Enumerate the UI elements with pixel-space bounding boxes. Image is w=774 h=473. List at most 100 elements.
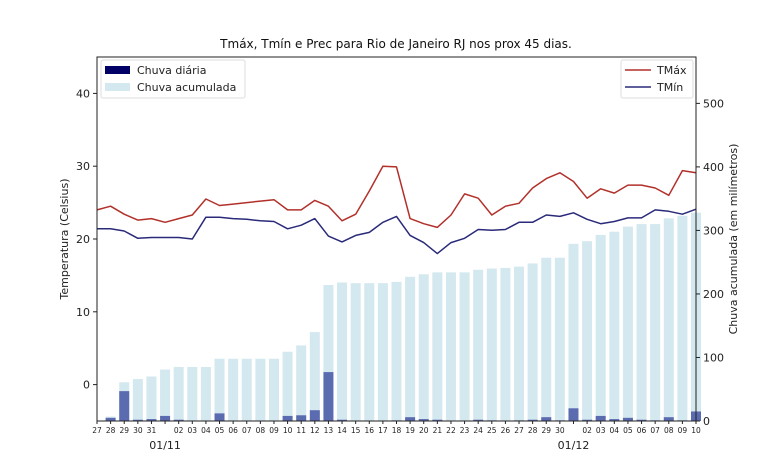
x-tick-label: 21	[433, 426, 443, 435]
daily-rain-bar	[132, 419, 143, 421]
accumulated-rain-bar	[296, 345, 307, 421]
x-tick-label: 03	[188, 426, 198, 435]
month-label: 01/12	[558, 439, 590, 452]
left-y-axis-label: Temperatura (Celsius)	[58, 179, 71, 301]
x-tick-label: 10	[691, 426, 701, 435]
accumulated-rain-bar	[323, 285, 334, 421]
x-tick-label: 25	[487, 426, 497, 435]
accumulated-rain-bar	[160, 369, 171, 421]
daily-rain-bar	[636, 419, 647, 421]
accumulated-rain-bar	[541, 257, 552, 421]
daily-rain-bar	[432, 419, 443, 421]
x-tick-label: 20	[419, 426, 429, 435]
x-tick-label: 17	[378, 426, 388, 435]
right-y-tick-label: 0	[703, 415, 710, 428]
x-tick-label: 02	[174, 426, 184, 435]
x-tick-label: 04	[201, 426, 211, 435]
accumulated-rain-bar	[405, 276, 416, 421]
x-tick-label: 18	[392, 426, 402, 435]
accumulated-rain-bar	[418, 274, 429, 421]
accumulated-rain-bar	[650, 224, 661, 421]
accumulated-rain-bar	[241, 358, 252, 421]
daily-rain-bar	[609, 419, 620, 421]
x-tick-label: 29	[119, 426, 129, 435]
x-tick-label: 30	[555, 426, 565, 435]
daily-rain-bar	[663, 417, 674, 421]
accumulated-rain-bar	[473, 269, 484, 421]
accumulated-rain-bar	[595, 234, 606, 421]
accumulated-rain-bar	[636, 224, 647, 421]
accumulated-rain-bar	[514, 266, 525, 421]
daily-rain-bar	[405, 417, 416, 421]
accumulated-rain-bar	[309, 332, 320, 421]
legend-left: Chuva diária Chuva acumulada	[100, 59, 246, 99]
accumulated-rain-bar	[677, 215, 688, 421]
x-tick-label: 16	[364, 426, 374, 435]
accumulated-rain-bar	[187, 367, 198, 421]
right-y-tick-label: 200	[703, 288, 724, 301]
accumulated-rain-bar	[432, 272, 443, 421]
x-tick-label: 08	[664, 426, 674, 435]
x-tick-label: 06	[637, 426, 647, 435]
accumulated-rain-bar	[609, 231, 620, 421]
x-tick-label: 19	[405, 426, 415, 435]
accumulated-rain-bar	[391, 281, 402, 421]
right-y-tick-label: 100	[703, 351, 724, 364]
x-tick-label: 30	[133, 426, 143, 435]
daily-rain-bar	[541, 417, 552, 421]
accumulated-rain-bar	[228, 358, 239, 421]
daily-rain-bar	[119, 391, 130, 421]
x-tick-label: 28	[106, 426, 116, 435]
legend-swatch-accumulated-rain	[105, 83, 130, 91]
daily-rain-bar	[473, 419, 484, 421]
daily-rain-bar	[622, 417, 633, 421]
left-y-tick-label: 10	[76, 306, 90, 319]
daily-rain-bar	[527, 419, 538, 421]
left-y-tick-label: 40	[76, 87, 90, 100]
right-y-tick-label: 500	[703, 97, 724, 110]
accumulated-rain-bar	[459, 272, 470, 421]
daily-rain-bar	[582, 419, 593, 421]
left-y-tick-label: 20	[76, 233, 90, 246]
daily-rain-bar	[105, 417, 116, 421]
tmin-line	[97, 208, 697, 255]
tmax-line	[96, 165, 697, 229]
right-y-axis-label: Chuva acumulada (em milímetros)	[727, 144, 740, 335]
x-tick-label: 31	[147, 426, 157, 435]
x-tick-label: 23	[460, 426, 470, 435]
legend-right: TMáx TMín	[620, 59, 694, 99]
accumulated-rain-bar	[445, 272, 456, 421]
accumulated-rain-bar	[622, 226, 633, 421]
daily-rain-bar	[568, 408, 579, 421]
daily-rain-bar	[160, 415, 171, 421]
x-tick-label: 05	[623, 426, 633, 435]
x-tick-label: 03	[596, 426, 606, 435]
accumulated-rain-bar	[350, 283, 361, 421]
legend-label-daily-rain: Chuva diária	[137, 64, 206, 77]
accumulated-rain-bar	[486, 268, 497, 421]
month-label: 01/11	[149, 439, 181, 452]
x-tick-label: 06	[228, 426, 238, 435]
x-tick-label: 22	[446, 426, 456, 435]
month-labels: 01/11 01/12	[149, 439, 589, 452]
daily-rain-bar	[418, 419, 429, 421]
left-y-tick-label: 0	[83, 379, 90, 392]
left-y-tick-label: 30	[76, 160, 90, 173]
right-y-tick-label: 300	[703, 224, 724, 237]
x-tick-label: 28	[528, 426, 538, 435]
accumulated-rain-bar	[377, 283, 388, 421]
x-tick-label: 24	[473, 426, 483, 435]
accumulated-rain-bar	[132, 379, 143, 421]
accumulated-rain-bar	[663, 218, 674, 421]
daily-rain-bar	[595, 415, 606, 421]
x-tick-label: 07	[650, 426, 660, 435]
x-tick-label: 02	[582, 426, 592, 435]
accumulated-rain-bar	[337, 282, 348, 421]
x-tick-label: 29	[541, 426, 551, 435]
x-tick-label: 27	[92, 426, 102, 435]
x-tick-label: 10	[283, 426, 293, 435]
right-y-axis: 0 100 200 300 400 500	[696, 97, 724, 428]
daily-rain-bar	[146, 419, 157, 421]
right-y-tick-label: 400	[703, 161, 724, 174]
accumulated-rain-bar	[146, 376, 157, 421]
